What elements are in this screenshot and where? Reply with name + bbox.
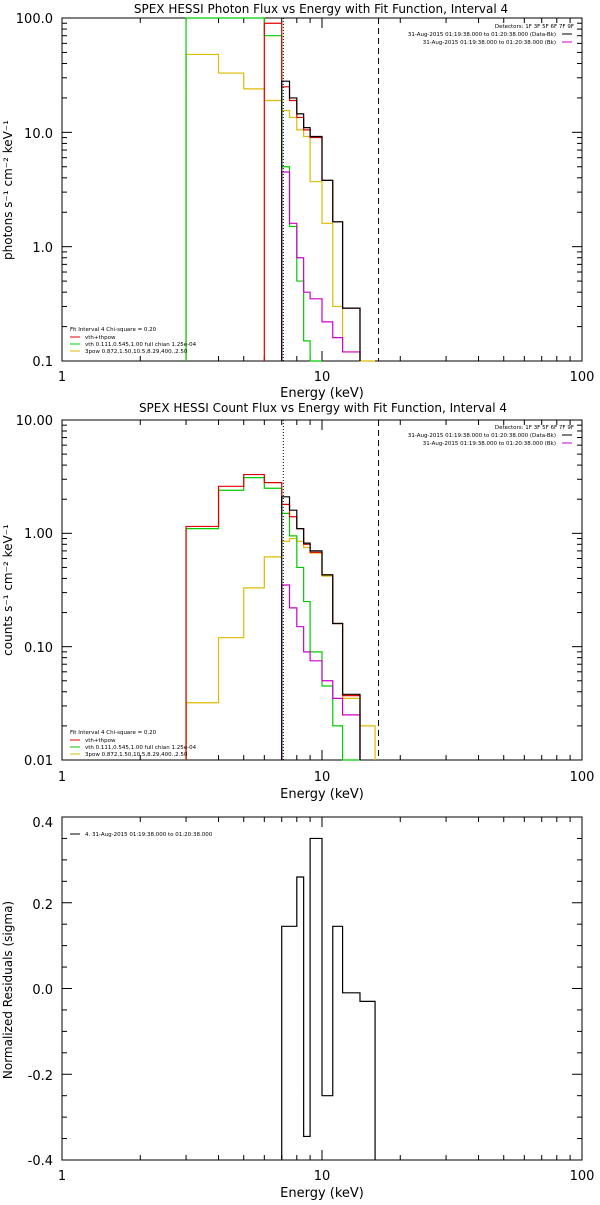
detectors-label: Detectors: 1F 3F 5F 6F 7F 9F (495, 24, 574, 30)
series-line (185, 473, 361, 760)
y-axis-label: Normalized Residuals (sigma) (1, 901, 15, 1079)
x-tick-label: 100 (570, 770, 595, 785)
plot-frame (61, 419, 583, 761)
x-axis-label: Energy (keV) (280, 1186, 364, 1200)
x-tick-label: 100 (570, 1169, 595, 1184)
y-tick-label: 10.0 (24, 127, 53, 142)
plot-area (61, 816, 582, 1161)
y-tick-label: 0.0 (32, 983, 53, 998)
series-line (281, 496, 361, 760)
interval-label-data: 31-Aug-2015 01:19:38.000 to 01:20:38.000… (408, 433, 556, 439)
legend-entry: 4. 31-Aug-2015 01:19:38.000 to 01:20:38.… (85, 832, 213, 838)
legend-entry: vth+thpow (85, 335, 116, 341)
y-tick-label: 0.10 (24, 641, 53, 656)
x-tick-label: 100 (570, 370, 595, 385)
legend-entry: vth+thpow (85, 738, 116, 744)
y-tick-label: -0.4 (28, 1154, 53, 1169)
detectors-label: Detectors: 1F 3F 5F 6F 7F 9F (495, 425, 574, 431)
y-tick-label: 1.00 (24, 527, 53, 542)
interval-label-bk: 31-Aug-2015 01:19:38.000 to 01:20:38.000… (423, 441, 556, 447)
series-line (281, 80, 361, 361)
interval-label-data: 31-Aug-2015 01:19:38.000 to 01:20:38.000… (408, 32, 556, 38)
x-tick-label: 1 (58, 770, 66, 785)
x-tick-label: 10 (314, 770, 331, 785)
y-tick-label: 100.0 (16, 12, 53, 27)
x-axis-label: Energy (keV) (280, 787, 364, 802)
x-tick-label: 1 (58, 370, 66, 385)
x-axis-label: Energy (keV) (280, 386, 364, 401)
series-line (281, 171, 361, 361)
y-tick-label: 0.4 (32, 816, 53, 831)
plot-area (61, 420, 582, 761)
series-line (185, 537, 376, 760)
series-line (185, 53, 376, 362)
series-line (185, 17, 322, 362)
plot-area (61, 17, 582, 362)
interval-label-bk: 31-Aug-2015 01:19:38.000 to 01:20:38.000… (423, 40, 556, 46)
panel-count-flux: SPEX HESSI Count Flux vs Energy with Fit… (1, 401, 594, 802)
legend-title: Fit Interval 4 Chi-square = 0.20 (70, 730, 157, 736)
y-tick-label: 0.01 (24, 754, 53, 769)
legend-title: Fit Interval 4 Chi-square = 0.20 (70, 327, 157, 333)
y-axis-label: photons s⁻¹ cm⁻² keV⁻¹ (1, 120, 15, 260)
legend-entry: vth 0.111,0.545,1.00 full chian 1.25e-04 (85, 745, 197, 751)
y-tick-label: 1.0 (32, 241, 53, 256)
chart-title: SPEX HESSI Count Flux vs Energy with Fit… (139, 401, 507, 415)
y-tick-label: -0.2 (28, 1069, 53, 1084)
y-tick-label: 0.1 (32, 355, 53, 370)
panel-photon-flux: SPEX HESSI Photon Flux vs Energy with Fi… (1, 2, 594, 401)
x-tick-label: 10 (314, 1169, 331, 1184)
y-tick-label: 10.00 (16, 414, 53, 429)
legend-entry: 3pow 0.872,1.50,10.5,8.29,400.,2.50 (85, 752, 188, 758)
series-line (281, 837, 376, 1160)
series-line (263, 22, 361, 361)
y-axis-label: counts s⁻¹ cm⁻² keV⁻¹ (1, 524, 15, 656)
x-tick-label: 10 (314, 370, 331, 385)
x-tick-label: 1 (58, 1169, 66, 1184)
series-line (281, 584, 361, 760)
chart-title: SPEX HESSI Photon Flux vs Energy with Fi… (134, 2, 508, 16)
y-tick-label: 0.2 (32, 898, 53, 913)
panel-residuals: 0.4 0.2 0.0 -0.2 -0.4 1 10 100 Energy (k… (1, 816, 595, 1201)
series-line (185, 477, 360, 761)
legend-entry: 3pow 0.872,1.50,10.5,8.29,400.,2.50 (85, 349, 188, 355)
legend-entry: vth 0.111,0.545,1.00 full chian 1.25e-04 (85, 342, 197, 348)
